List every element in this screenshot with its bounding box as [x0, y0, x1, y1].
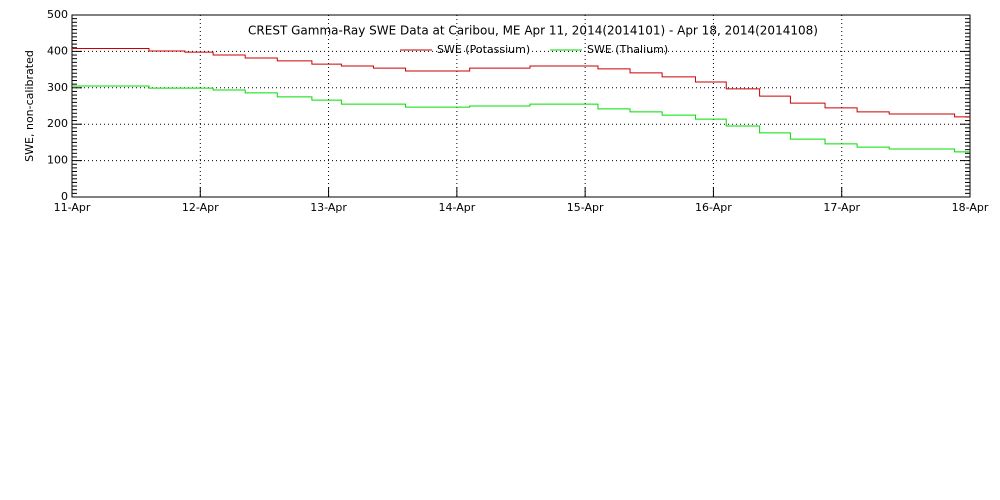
y-tick-label: 0 [61, 190, 68, 203]
x-tick-label: 15-Apr [567, 201, 604, 214]
x-tick-label: 12-Apr [182, 201, 219, 214]
x-tick-label: 11-Apr [54, 201, 91, 214]
y-tick-label: 300 [47, 81, 68, 94]
y-axis-label: SWE, non-calibrated [23, 50, 36, 162]
legend-label: SWE (Thalium) [587, 43, 668, 56]
series-line [72, 85, 970, 153]
x-tick-label: 14-Apr [438, 201, 475, 214]
y-tick-label: 400 [47, 44, 68, 57]
x-tick-label: 17-Apr [823, 201, 860, 214]
y-tick-label: 100 [47, 154, 68, 167]
y-tick-label: 200 [47, 117, 68, 130]
chart-title: CREST Gamma-Ray SWE Data at Caribou, ME … [248, 24, 818, 38]
legend-label: SWE (Potassium) [437, 43, 530, 56]
x-tick-label: 13-Apr [310, 201, 347, 214]
x-tick-label: 18-Apr [952, 201, 989, 214]
series-line [72, 47, 970, 118]
y-tick-label: 500 [47, 8, 68, 21]
x-tick-label: 16-Apr [695, 201, 732, 214]
